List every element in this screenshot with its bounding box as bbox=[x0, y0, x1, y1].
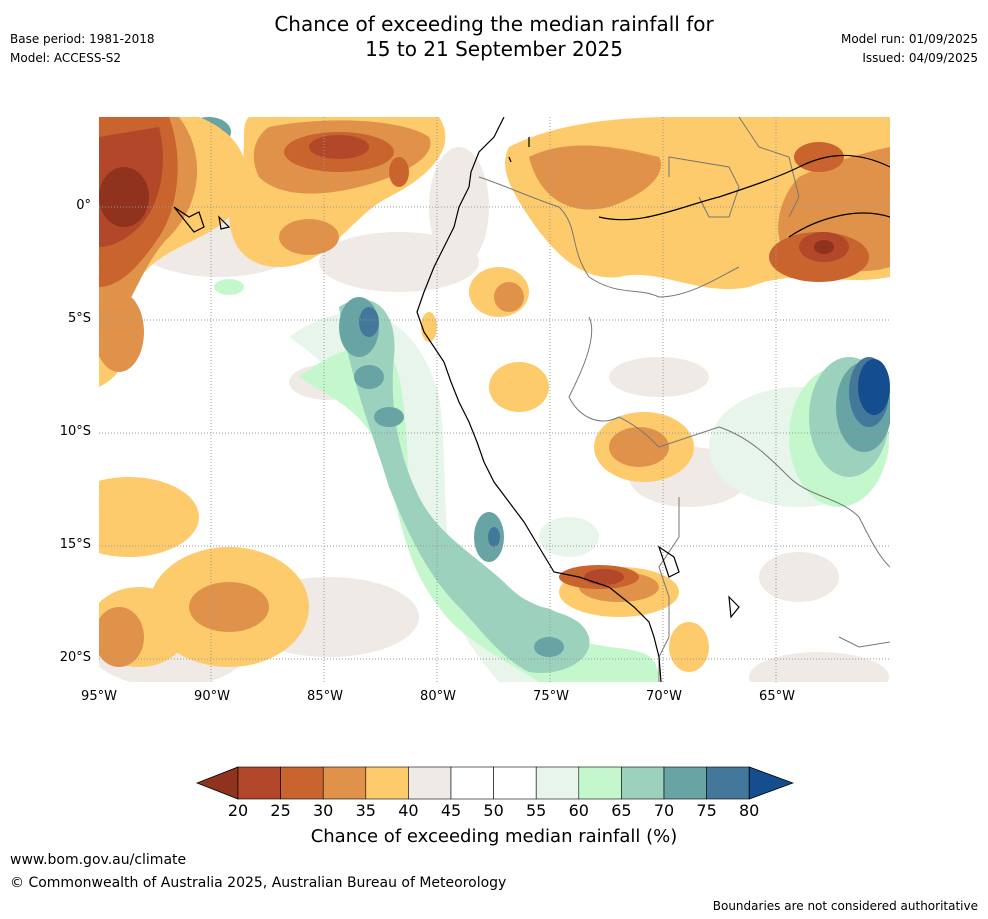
lat-label-10s: 10°S bbox=[59, 424, 91, 439]
website-url: www.bom.gov.au/climate bbox=[10, 852, 187, 868]
colorbar-tick-label: 75 bbox=[696, 801, 717, 820]
map-title: Chance of exceeding the median rainfall … bbox=[0, 12, 988, 62]
lat-label-20s: 20°S bbox=[59, 650, 91, 665]
colorbar-cell bbox=[663, 766, 707, 800]
colorbar-cell bbox=[408, 766, 452, 800]
map-canvas bbox=[99, 117, 890, 682]
lon-label-85w: 85°W bbox=[307, 689, 343, 704]
colorbar-tick-label: 55 bbox=[526, 801, 547, 820]
colorbar-tick-label: 30 bbox=[313, 801, 334, 820]
model-run: Model run: 01/09/2025 bbox=[840, 32, 978, 46]
lon-label-75w: 75°W bbox=[533, 689, 569, 704]
colorbar-cell bbox=[365, 766, 409, 800]
colorbar-cell bbox=[621, 766, 665, 800]
lon-label-95w: 95°W bbox=[81, 689, 117, 704]
colorbar-cell bbox=[535, 766, 580, 800]
colorbar-tick-label: 70 bbox=[653, 801, 675, 820]
colorbar bbox=[196, 766, 794, 800]
colorbar-tick-label: 60 bbox=[568, 801, 589, 820]
colorbar-cell bbox=[322, 766, 367, 800]
disclaimer-text: Boundaries are not considered authoritat… bbox=[712, 899, 978, 913]
colorbar-tick-label: 35 bbox=[355, 801, 376, 820]
lon-label-65w: 65°W bbox=[759, 689, 795, 704]
lat-label-0: 0° bbox=[76, 198, 91, 213]
copyright-text: © Commonwealth of Australia 2025, Austra… bbox=[10, 875, 507, 891]
issued-date: Issued: 04/09/2025 bbox=[862, 51, 978, 65]
colorbar-tick-label: 65 bbox=[611, 801, 632, 820]
colorbar-arrow-low bbox=[196, 766, 239, 800]
lat-label-15s: 15°S bbox=[59, 537, 91, 552]
rainfall-map bbox=[99, 117, 890, 682]
colorbar-tick-label: 25 bbox=[270, 801, 291, 820]
colorbar-arrow-high bbox=[748, 766, 794, 800]
title-line-2: 15 to 21 September 2025 bbox=[365, 37, 623, 61]
colorbar-cell bbox=[450, 766, 494, 800]
colorbar-tick-label: 50 bbox=[483, 801, 504, 820]
colorbar-cell bbox=[706, 766, 750, 800]
colorbar-label: Chance of exceeding median rainfall (%) bbox=[310, 826, 678, 847]
meta-right: Model run: 01/09/2025 Issued: 04/09/2025 bbox=[841, 30, 978, 68]
lat-label-5s: 5°S bbox=[67, 311, 91, 326]
colorbar-cells bbox=[196, 766, 794, 800]
base-period: Base period: 1981-2018 bbox=[10, 32, 155, 46]
colorbar-tick-label: 20 bbox=[227, 801, 249, 820]
lon-label-70w: 70°W bbox=[646, 689, 682, 704]
colorbar-cell bbox=[237, 766, 281, 800]
lon-label-80w: 80°W bbox=[420, 689, 456, 704]
lon-label-90w: 90°W bbox=[194, 689, 230, 704]
colorbar-tick-label: 45 bbox=[440, 801, 462, 820]
colorbar-tick-label: 40 bbox=[398, 801, 419, 820]
colorbar-tick-label: 80 bbox=[739, 801, 760, 820]
meta-left: Base period: 1981-2018 Model: ACCESS-S2 bbox=[10, 30, 155, 68]
colorbar-cell bbox=[280, 766, 324, 800]
colorbar-cell bbox=[578, 766, 622, 800]
colorbar-cell bbox=[493, 766, 537, 800]
model-name: Model: ACCESS-S2 bbox=[10, 51, 122, 65]
title-line-1: Chance of exceeding the median rainfall … bbox=[274, 12, 714, 36]
